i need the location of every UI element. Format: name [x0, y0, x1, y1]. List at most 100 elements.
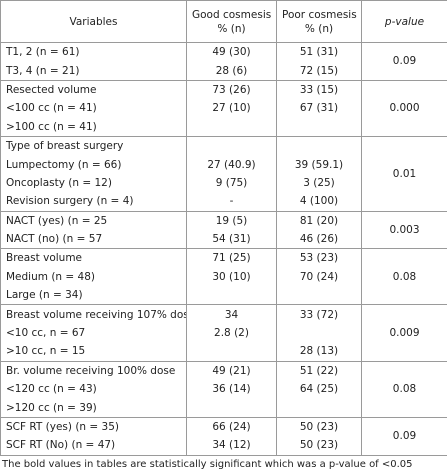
- variable-cell: >120 cc (n = 39): [1, 398, 187, 417]
- variable-cell: <100 cc (n = 41): [1, 99, 187, 117]
- value-cell: [277, 286, 362, 305]
- header-text: % (n): [217, 23, 245, 35]
- variable-cell: Type of breast surgery: [1, 136, 187, 155]
- value-cell: -: [187, 192, 277, 211]
- footnote: The bold values in tables are statistica…: [0, 456, 447, 473]
- value-cell: 27 (10): [187, 99, 277, 117]
- header-text: Variables: [70, 16, 118, 28]
- variable-cell: Breast volume: [1, 249, 187, 268]
- value-cell: 71 (25): [187, 249, 277, 268]
- value-cell: 73 (26): [187, 80, 277, 99]
- value-cell: 51 (22): [277, 361, 362, 380]
- header-text: Poor cosmesis: [282, 9, 357, 21]
- value-cell: [277, 136, 362, 155]
- header-text: % (n): [305, 23, 333, 35]
- value-cell: 28 (13): [277, 342, 362, 361]
- value-cell: 28 (6): [187, 61, 277, 80]
- p-value-cell: 0.000: [362, 80, 447, 136]
- value-cell: 9 (75): [187, 174, 277, 192]
- p-value-cell: 0.09: [362, 43, 447, 81]
- variable-cell: >10 cc, n = 15: [1, 342, 187, 361]
- variable-cell: <120 cc (n = 43): [1, 380, 187, 398]
- variable-cell: T3, 4 (n = 21): [1, 61, 187, 80]
- value-cell: 4 (100): [277, 192, 362, 211]
- value-cell: [187, 136, 277, 155]
- value-cell: 50 (23): [277, 417, 362, 436]
- value-cell: 53 (23): [277, 249, 362, 268]
- p-value-cell: 0.01: [362, 136, 447, 211]
- header-cell: Variables: [1, 1, 187, 43]
- data-table: Variables Good cosmesis % (n) Poor cosmes…: [0, 0, 447, 456]
- value-cell: [277, 118, 362, 137]
- table-row: T1, 2 (n = 61)49 (30)51 (31)0.09: [1, 43, 447, 62]
- table-header: Variables Good cosmesis % (n) Poor cosmes…: [1, 1, 447, 43]
- value-cell: [187, 398, 277, 417]
- variable-cell: Resected volume: [1, 80, 187, 99]
- value-cell: 64 (25): [277, 380, 362, 398]
- value-cell: [187, 286, 277, 305]
- header-text: Good cosmesis: [192, 9, 271, 21]
- variable-cell: >100 cc (n = 41): [1, 118, 187, 137]
- header-row: Variables Good cosmesis % (n) Poor cosmes…: [1, 1, 447, 43]
- value-cell: 67 (31): [277, 99, 362, 117]
- value-cell: 54 (31): [187, 230, 277, 249]
- header-text: p-value: [385, 16, 424, 28]
- p-value-cell: 0.009: [362, 305, 447, 361]
- value-cell: 2.8 (2): [187, 324, 277, 342]
- value-cell: [187, 342, 277, 361]
- variable-cell: Large (n = 34): [1, 286, 187, 305]
- variable-cell: Lumpectomy (n = 66): [1, 155, 187, 173]
- variable-cell: Br. volume receiving 100% dose: [1, 361, 187, 380]
- value-cell: 49 (21): [187, 361, 277, 380]
- value-cell: 39 (59.1): [277, 155, 362, 173]
- variable-cell: Revision surgery (n = 4): [1, 192, 187, 211]
- value-cell: 34 (12): [187, 436, 277, 455]
- value-cell: 19 (5): [187, 211, 277, 230]
- variable-cell: NACT (no) (n = 57: [1, 230, 187, 249]
- value-cell: 81 (20): [277, 211, 362, 230]
- variable-cell: SCF RT (No) (n = 47): [1, 436, 187, 455]
- variable-cell: Breast volume receiving 107% dose: [1, 305, 187, 324]
- value-cell: 66 (24): [187, 417, 277, 436]
- value-cell: 51 (31): [277, 43, 362, 62]
- table-row: SCF RT (yes) (n = 35)66 (24)50 (23)0.09: [1, 417, 447, 436]
- variable-cell: T1, 2 (n = 61): [1, 43, 187, 62]
- value-cell: 72 (15): [277, 61, 362, 80]
- p-value-cell: 0.08: [362, 361, 447, 417]
- p-value-cell: 0.003: [362, 211, 447, 249]
- variable-cell: <10 cc, n = 67: [1, 324, 187, 342]
- p-value-cell: 0.08: [362, 249, 447, 305]
- value-cell: [277, 324, 362, 342]
- value-cell: [187, 118, 277, 137]
- header-cell: Good cosmesis % (n): [187, 1, 277, 43]
- variable-cell: SCF RT (yes) (n = 35): [1, 417, 187, 436]
- value-cell: 27 (40.9): [187, 155, 277, 173]
- value-cell: 33 (15): [277, 80, 362, 99]
- p-value-cell: 0.09: [362, 417, 447, 455]
- value-cell: 70 (24): [277, 268, 362, 286]
- value-cell: 33 (72): [277, 305, 362, 324]
- value-cell: 3 (25): [277, 174, 362, 192]
- variable-cell: Oncoplasty (n = 12): [1, 174, 187, 192]
- value-cell: 30 (10): [187, 268, 277, 286]
- value-cell: 50 (23): [277, 436, 362, 455]
- variable-cell: NACT (yes) (n = 25: [1, 211, 187, 230]
- variable-cell: Medium (n = 48): [1, 268, 187, 286]
- value-cell: 34: [187, 305, 277, 324]
- header-cell: p-value: [362, 1, 447, 43]
